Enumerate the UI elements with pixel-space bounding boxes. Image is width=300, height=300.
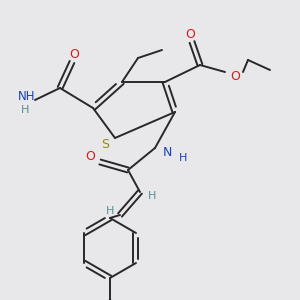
Text: NH: NH	[18, 89, 36, 103]
Text: O: O	[69, 47, 79, 61]
Text: H: H	[21, 105, 29, 115]
Text: O: O	[185, 28, 195, 40]
Text: O: O	[230, 70, 240, 83]
Text: H: H	[179, 153, 187, 163]
Text: H: H	[148, 191, 156, 201]
Text: O: O	[85, 149, 95, 163]
Text: N: N	[162, 146, 172, 158]
Text: S: S	[101, 137, 109, 151]
Text: H: H	[106, 206, 114, 216]
